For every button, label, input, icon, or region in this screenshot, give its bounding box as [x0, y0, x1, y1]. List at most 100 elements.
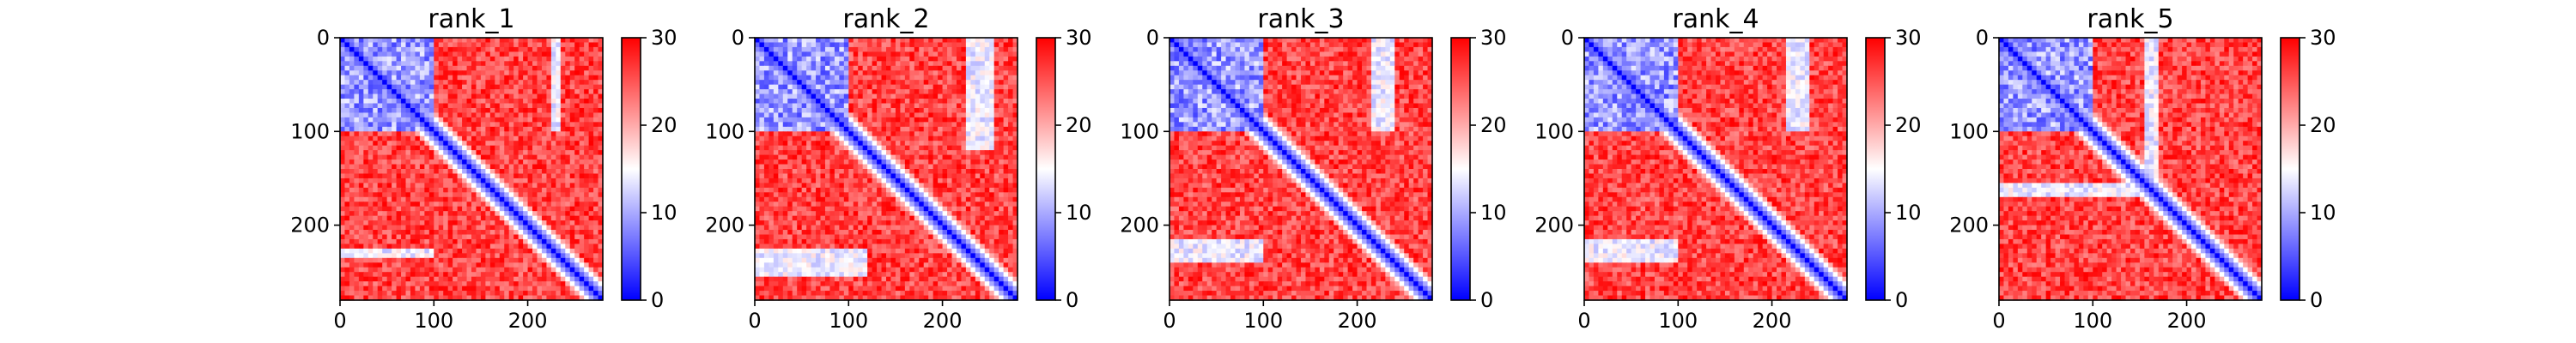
heatmap-cell	[466, 295, 472, 301]
heatmap-cell	[466, 126, 472, 132]
heatmap-cell	[513, 135, 519, 141]
heatmap-cell	[961, 169, 967, 175]
heatmap-cell	[523, 225, 529, 231]
heatmap-cell	[546, 56, 552, 62]
heatmap-cell	[476, 117, 482, 123]
heatmap-cell	[513, 291, 519, 297]
heatmap-cell	[947, 154, 953, 160]
heatmap-cell	[787, 145, 793, 151]
heatmap-cell	[951, 107, 957, 114]
heatmap-cell	[453, 238, 459, 245]
heatmap-cell	[848, 169, 854, 175]
heatmap-cell	[513, 192, 519, 198]
heatmap-cell	[890, 150, 896, 156]
heatmap-cell	[466, 159, 472, 165]
heatmap-cell	[499, 276, 505, 282]
heatmap-cell	[787, 80, 793, 86]
heatmap-cell	[476, 202, 482, 208]
heatmap-cell	[593, 150, 599, 156]
heatmap-cell	[961, 141, 967, 147]
heatmap-cell	[354, 295, 360, 301]
heatmap-cell	[382, 244, 388, 250]
heatmap-cell	[877, 93, 883, 99]
heatmap-cell	[354, 131, 360, 137]
heatmap-cell	[424, 196, 430, 202]
heatmap-cell	[523, 178, 529, 184]
heatmap-cell	[550, 89, 556, 95]
heatmap-cell	[588, 281, 594, 287]
heatmap-cell	[574, 93, 580, 99]
heatmap-cell	[550, 46, 556, 52]
heatmap-cell	[778, 135, 784, 141]
heatmap-cell	[862, 126, 868, 132]
heatmap-cell	[584, 93, 590, 99]
heatmap-cell	[904, 122, 910, 128]
heatmap-cell	[457, 75, 463, 81]
heatmap-cell	[872, 103, 878, 109]
heatmap-cell	[584, 234, 590, 240]
heatmap-cell	[523, 183, 529, 189]
heatmap-cell	[447, 211, 453, 217]
heatmap-cell	[769, 103, 775, 109]
heatmap-cell	[872, 169, 878, 175]
heatmap-cell	[401, 291, 407, 297]
heatmap-cell	[495, 173, 501, 179]
heatmap-cell	[453, 145, 459, 151]
heatmap-cell	[824, 122, 831, 128]
heatmap-cell	[546, 178, 552, 184]
heatmap-cell	[480, 159, 486, 165]
heatmap-cell	[989, 112, 995, 118]
heatmap-cell	[428, 150, 434, 156]
heatmap-cell	[396, 122, 402, 128]
heatmap-cell	[541, 225, 548, 231]
heatmap-cell	[1008, 169, 1014, 175]
heatmap-cell	[556, 276, 562, 282]
heatmap-cell	[933, 183, 939, 189]
heatmap-cell	[523, 276, 529, 282]
heatmap-cell	[1012, 38, 1018, 44]
heatmap-cell	[778, 117, 784, 123]
heatmap-cell	[872, 42, 878, 48]
heatmap-cell	[886, 178, 892, 184]
heatmap-cell	[593, 46, 599, 52]
heatmap-cell	[537, 220, 543, 226]
heatmap-cell	[518, 281, 524, 287]
heatmap-cell	[556, 238, 562, 245]
heatmap-cell	[485, 93, 491, 99]
heatmap-cell	[443, 126, 449, 132]
heatmap-cell	[881, 164, 887, 170]
heatmap-cell	[801, 141, 807, 147]
heatmap-cell	[373, 159, 379, 165]
heatmap-cell	[419, 206, 425, 212]
heatmap-cell	[569, 211, 575, 217]
heatmap-cell	[877, 42, 883, 48]
heatmap-cell	[947, 84, 953, 90]
heatmap-cell	[443, 141, 449, 147]
heatmap-cell	[476, 135, 482, 141]
heatmap-cell	[424, 253, 430, 259]
heatmap-cell	[368, 99, 374, 105]
heatmap-cell	[344, 295, 350, 301]
heatmap-cell	[485, 253, 491, 259]
heatmap-cell	[386, 80, 392, 86]
heatmap-cell	[499, 99, 505, 105]
heatmap-cell	[872, 173, 878, 179]
heatmap-cell	[980, 107, 986, 114]
heatmap-cell	[801, 169, 807, 175]
heatmap-cell	[485, 291, 491, 297]
heatmap-cell	[410, 183, 416, 189]
heatmap-cell	[984, 70, 990, 76]
heatmap-cell	[401, 61, 407, 67]
heatmap-cell	[792, 38, 798, 44]
heatmap-cell	[344, 276, 350, 282]
heatmap-cell	[895, 164, 901, 170]
heatmap-cell	[579, 107, 585, 114]
heatmap-cell	[546, 117, 552, 123]
heatmap-cell	[942, 187, 948, 193]
heatmap-cell	[396, 99, 402, 105]
heatmap-cell	[523, 262, 529, 268]
heatmap-cell	[579, 192, 585, 198]
heatmap-cell	[419, 89, 425, 95]
heatmap-cell	[980, 93, 986, 99]
heatmap-cell	[466, 291, 472, 297]
